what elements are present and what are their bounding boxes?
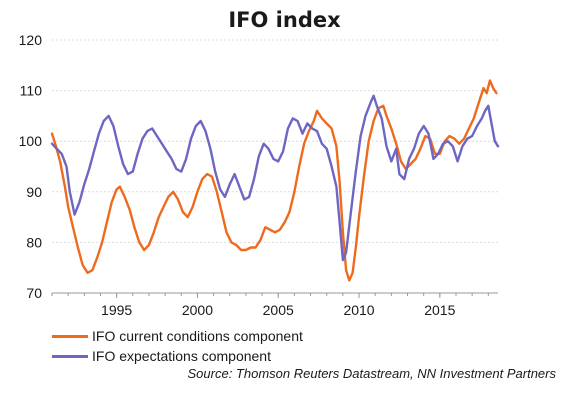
x-tick-label-2: 2005 — [263, 302, 294, 318]
axes: 70 80 90 100 110 120 1995 2000 2005 2010 2015 — [19, 32, 498, 318]
y-tick-label-2: 90 — [26, 184, 42, 200]
x-tick-label-4: 2015 — [424, 302, 455, 318]
y-tick-label-5: 120 — [19, 32, 43, 48]
series-lines — [50, 79, 500, 282]
x-tick-label-3: 2010 — [343, 302, 374, 318]
y-tick-label-3: 100 — [19, 133, 43, 149]
y-tick-label-1: 80 — [26, 234, 42, 250]
chart-title: IFO index — [228, 8, 341, 32]
legend-label-current: IFO current conditions component — [92, 328, 303, 344]
y-tick-label-0: 70 — [26, 285, 42, 301]
x-tick-label-1: 2000 — [182, 302, 213, 318]
legend-swatch-expectations — [52, 355, 88, 358]
series-line-expectations — [50, 94, 500, 262]
legend-swatch-current — [52, 335, 88, 338]
y-tick-label-4: 110 — [20, 83, 43, 99]
series-line-current-conditions — [50, 79, 498, 282]
legend-label-expectations: IFO expectations component — [92, 348, 271, 364]
source-note: Source: Thomson Reuters Datastream, NN I… — [187, 366, 556, 381]
gridlines — [52, 39, 498, 294]
x-tick-label-0: 1995 — [101, 302, 132, 318]
